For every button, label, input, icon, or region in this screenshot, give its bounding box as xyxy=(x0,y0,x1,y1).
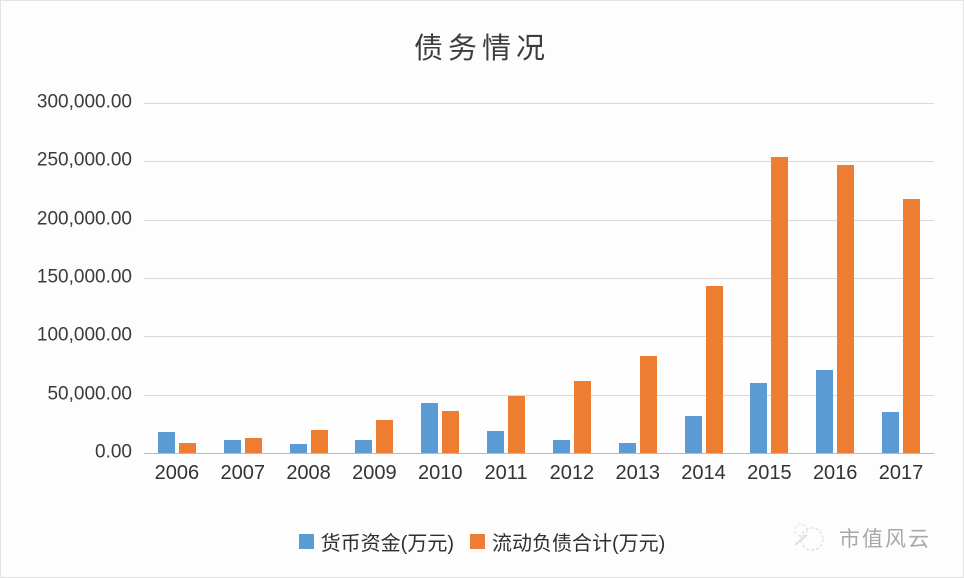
bar-group-2006 xyxy=(144,103,210,453)
x-tick-label: 2006 xyxy=(154,462,200,484)
gridline xyxy=(144,336,934,338)
cloud-logo-icon xyxy=(794,523,824,551)
bar-current-liabilities-2014 xyxy=(705,286,723,453)
bar-current-liabilities-2017 xyxy=(903,198,921,453)
bar-monetary-funds-2016 xyxy=(816,370,834,453)
bar-current-liabilities-2010 xyxy=(442,411,460,453)
bar-monetary-funds-2012 xyxy=(552,439,570,453)
bar-current-liabilities-2007 xyxy=(244,437,262,453)
x-tick-label: 2012 xyxy=(549,462,595,484)
x-tick-label: 2007 xyxy=(220,462,265,484)
bar-current-liabilities-2008 xyxy=(310,429,328,453)
bar-monetary-funds-2010 xyxy=(421,402,439,453)
x-axis-labels: 2006 2007 2008 2009 2010 2011 2012 2013 2014 2015… xyxy=(144,462,934,485)
x-tick-label: 2015 xyxy=(747,462,792,484)
gridline xyxy=(144,394,934,396)
legend-item-current-liabilities: 流动负债合计(万元) xyxy=(470,527,665,556)
x-tick-label: 2014 xyxy=(681,462,726,484)
bar-monetary-funds-2009 xyxy=(355,440,373,453)
y-tick-label: 50,000.00 xyxy=(47,383,132,405)
legend-swatch-monetary-funds xyxy=(298,534,314,549)
bar-current-liabilities-2013 xyxy=(639,356,657,453)
plot-area xyxy=(144,103,934,454)
bar-monetary-funds-2013 xyxy=(618,443,636,453)
bar-group-2007 xyxy=(210,103,276,453)
bar-group-2014 xyxy=(671,103,737,453)
x-tick-label: 2016 xyxy=(812,462,858,484)
bar-group-2017 xyxy=(868,103,934,453)
watermark: 市值风云 xyxy=(791,521,931,555)
y-axis-labels: 300,000.00 250,000.00 200,000.00 150,000.00… xyxy=(1,92,132,463)
bar-current-liabilities-2015 xyxy=(771,156,789,453)
x-tick-label: 2010 xyxy=(417,462,463,484)
x-tick-label: 2013 xyxy=(615,462,660,484)
chart-title: 债务情况 xyxy=(413,31,550,65)
bar-monetary-funds-2017 xyxy=(882,412,900,453)
y-tick-label: 250,000.00 xyxy=(36,149,132,171)
y-tick-label: 300,000.00 xyxy=(36,91,132,113)
bar-monetary-funds-2006 xyxy=(157,432,175,453)
bar-current-liabilities-2011 xyxy=(508,395,526,453)
bar-group-2008 xyxy=(276,103,342,453)
legend: 货币资金(万元) 流动负债合计(万元) xyxy=(1,527,963,556)
x-tick-label: 2009 xyxy=(352,462,397,484)
bar-group-2012 xyxy=(539,103,605,453)
bar-group-2015 xyxy=(736,103,802,453)
bar-group-2011 xyxy=(473,103,539,453)
legend-label-current-liabilities: 流动负债合计(万元) xyxy=(492,533,666,555)
x-tick-label: 2011 xyxy=(484,462,528,484)
bar-monetary-funds-2015 xyxy=(750,383,768,453)
gridline xyxy=(144,278,934,279)
x-tick-label: 2008 xyxy=(286,462,331,484)
bar-current-liabilities-2016 xyxy=(837,164,855,453)
watermark-text: 市值风云 xyxy=(839,528,931,551)
legend-label-monetary-funds: 货币资金(万元) xyxy=(320,533,454,555)
bars xyxy=(144,103,934,453)
legend-swatch-current-liabilities xyxy=(470,534,485,549)
gridline xyxy=(144,103,934,104)
bar-group-2010 xyxy=(407,103,473,453)
bar-group-2009 xyxy=(341,103,407,453)
legend-item-monetary-funds: 货币资金(万元) xyxy=(298,527,454,556)
y-tick-label: 0.00 xyxy=(95,441,132,463)
gridline xyxy=(144,161,934,163)
gridline xyxy=(144,453,934,454)
y-tick-label: 200,000.00 xyxy=(36,208,132,230)
bar-monetary-funds-2014 xyxy=(684,415,702,453)
bar-current-liabilities-2009 xyxy=(376,420,394,453)
bar-monetary-funds-2011 xyxy=(487,430,505,453)
bar-group-2016 xyxy=(802,103,868,453)
x-tick-label: 2017 xyxy=(878,462,924,484)
y-tick-label: 150,000.00 xyxy=(36,266,132,288)
bar-group-2013 xyxy=(605,103,671,453)
bar-monetary-funds-2007 xyxy=(223,440,241,453)
bar-current-liabilities-2012 xyxy=(573,380,591,453)
y-tick-label: 100,000.00 xyxy=(36,324,132,346)
bar-current-liabilities-2006 xyxy=(178,442,196,453)
gridline xyxy=(144,219,934,221)
bar-monetary-funds-2008 xyxy=(289,444,307,453)
